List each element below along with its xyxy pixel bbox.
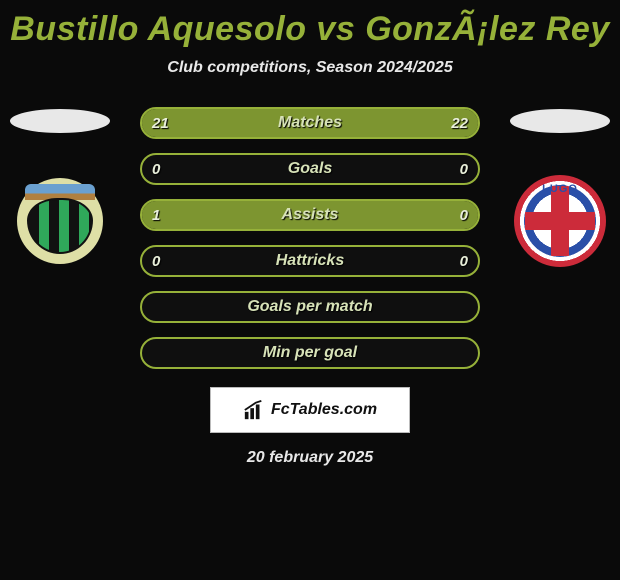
chart-icon: [243, 399, 265, 421]
stat-row: 1 Assists 0: [140, 199, 480, 231]
brand-text: FcTables.com: [271, 401, 377, 419]
page-title: Bustillo Aquesolo vs GonzÃ¡lez Rey: [0, 0, 620, 49]
brand-badge: FcTables.com: [210, 387, 410, 433]
stats-bars: 21 Matches 22 0 Goals 0 1 Assists 0 0 Ha…: [140, 107, 480, 369]
right-flag: [510, 109, 610, 133]
stat-label: Hattricks: [142, 247, 478, 275]
left-team-crest: [14, 175, 106, 267]
stat-value-right: 0: [450, 247, 478, 275]
stat-label: Min per goal: [142, 339, 478, 367]
stat-value-right: 0: [450, 155, 478, 183]
stat-row: Goals per match: [140, 291, 480, 323]
stat-row: 0 Goals 0: [140, 153, 480, 185]
comparison-content: 21 Matches 22 0 Goals 0 1 Assists 0 0 Ha…: [0, 107, 620, 467]
stat-value-right: 22: [441, 109, 478, 137]
date-text: 20 february 2025: [0, 449, 620, 467]
right-team-crest: [514, 175, 606, 267]
stat-value-right: 0: [450, 201, 478, 229]
stat-label: Goals: [142, 155, 478, 183]
right-team-col: [500, 107, 620, 267]
stat-value-right: [458, 339, 478, 367]
subtitle: Club competitions, Season 2024/2025: [0, 59, 620, 77]
stat-row: 21 Matches 22: [140, 107, 480, 139]
stat-label: Assists: [142, 201, 478, 229]
left-flag: [10, 109, 110, 133]
stat-label: Matches: [142, 109, 478, 137]
stat-value-right: [458, 293, 478, 321]
stat-label: Goals per match: [142, 293, 478, 321]
stat-row: 0 Hattricks 0: [140, 245, 480, 277]
left-team-col: [0, 107, 120, 267]
stat-row: Min per goal: [140, 337, 480, 369]
